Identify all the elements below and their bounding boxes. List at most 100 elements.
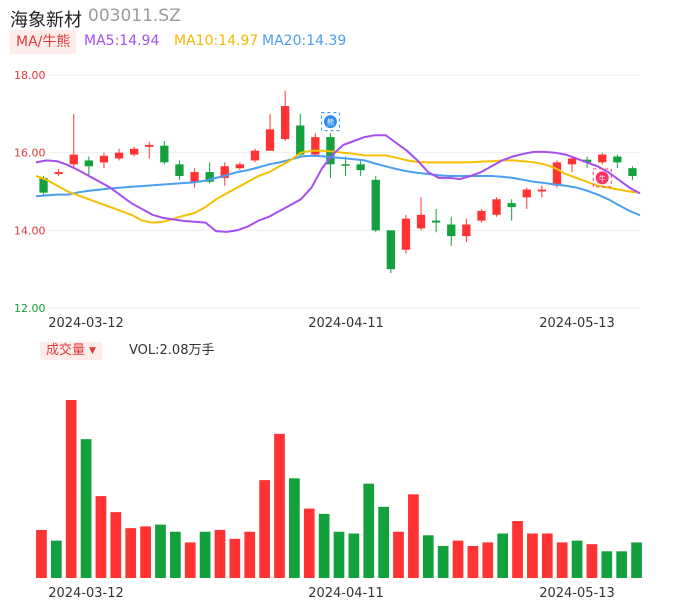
candle[interactable] (416, 214, 426, 229)
volume-bar[interactable] (303, 508, 315, 578)
candle[interactable] (84, 160, 94, 167)
candle[interactable] (205, 172, 214, 182)
volume-bar[interactable] (408, 494, 419, 578)
volume-bar[interactable] (289, 478, 300, 578)
volume-bar[interactable] (274, 433, 285, 578)
volume-bar[interactable] (140, 526, 151, 578)
candle[interactable] (190, 172, 199, 182)
ma-selector-tab[interactable]: MA/牛熊 (10, 30, 77, 54)
volume-bar[interactable] (125, 528, 137, 578)
volume-bar[interactable] (616, 551, 628, 578)
volume-bar[interactable] (393, 531, 404, 578)
candle[interactable] (356, 164, 365, 171)
volume-bar[interactable] (199, 531, 211, 578)
volume-bar[interactable] (541, 533, 553, 579)
volume-bar[interactable] (65, 400, 77, 578)
candle[interactable] (401, 218, 411, 250)
volume-bar[interactable] (527, 533, 538, 579)
volume-bar[interactable] (155, 524, 166, 578)
volume-bar[interactable] (184, 542, 196, 578)
volume-bar[interactable] (556, 542, 568, 578)
candle[interactable] (537, 189, 547, 192)
volume-bar[interactable] (482, 542, 494, 578)
candle[interactable] (431, 220, 441, 223)
volume-bar[interactable] (437, 545, 449, 578)
candle[interactable] (582, 159, 592, 163)
bear-marker-frame (320, 112, 340, 132)
volume-bar[interactable] (333, 531, 345, 578)
stock-name: 海象新材 (10, 10, 82, 31)
ma20-legend: MA20:14.39 (262, 33, 347, 49)
candle[interactable] (311, 137, 320, 155)
volume-bar[interactable] (586, 544, 598, 578)
candle[interactable] (175, 164, 184, 176)
volume-bar[interactable] (259, 480, 270, 578)
bull-marker-dot[interactable] (595, 171, 609, 185)
bear-marker-dot[interactable] (323, 115, 337, 129)
stock-code: 003011.SZ (88, 6, 181, 26)
candle[interactable] (522, 189, 531, 198)
candle[interactable] (99, 155, 109, 163)
volume-bar[interactable] (50, 540, 62, 578)
price-tick-label: 16.00 (14, 147, 46, 160)
ma5-line (35, 134, 641, 233)
candle[interactable] (447, 224, 456, 237)
candle[interactable] (145, 144, 154, 147)
volume-bar[interactable] (467, 545, 479, 578)
ma20-line (35, 154, 641, 217)
candle[interactable] (265, 129, 275, 151)
candle[interactable] (220, 166, 229, 178)
volume-tab-label: 成交量 (46, 343, 86, 358)
candle[interactable] (462, 224, 471, 237)
candle[interactable] (69, 154, 78, 165)
candle[interactable] (477, 210, 486, 221)
candle[interactable] (613, 156, 622, 163)
bull-marker-frame (592, 168, 612, 188)
bear-marker-label: 熊 (327, 118, 334, 127)
volume-bar[interactable] (363, 483, 375, 578)
volume-bar[interactable] (497, 533, 509, 579)
candle[interactable] (552, 162, 562, 186)
volume-bar[interactable] (571, 540, 583, 578)
volume-bar[interactable] (318, 513, 330, 578)
volume-bar[interactable] (631, 542, 642, 578)
volume-bar[interactable] (229, 538, 241, 578)
volume-bar[interactable] (601, 551, 613, 578)
volume-bar[interactable] (36, 529, 47, 578)
ma10-legend: MA10:14.97 (174, 33, 259, 49)
candle[interactable] (114, 152, 124, 159)
candle[interactable] (296, 125, 305, 155)
volume-selector-tab[interactable]: 成交量 ▼ (40, 342, 102, 360)
volume-bar[interactable] (348, 533, 360, 579)
candle[interactable] (386, 230, 396, 270)
volume-bar[interactable] (80, 439, 92, 578)
candle[interactable] (492, 199, 501, 215)
candle[interactable] (371, 179, 380, 231)
candle[interactable] (129, 148, 139, 155)
candle[interactable] (280, 106, 290, 140)
volume-bar[interactable] (95, 496, 107, 578)
candle[interactable] (160, 145, 169, 163)
volume-bar[interactable] (422, 535, 434, 578)
candle[interactable] (341, 164, 350, 166)
volume-bar[interactable] (378, 506, 389, 578)
candle[interactable] (250, 150, 260, 161)
volume-bar[interactable] (512, 521, 523, 578)
volume-bar[interactable] (244, 531, 256, 578)
candle[interactable] (235, 164, 245, 169)
price-date-label: 2024-05-13 (539, 316, 615, 331)
candle[interactable] (628, 168, 637, 176)
volume-bar[interactable] (452, 540, 464, 578)
candle[interactable] (567, 158, 577, 165)
volume-bar[interactable] (169, 531, 181, 578)
candle[interactable] (39, 177, 48, 193)
candle[interactable] (507, 203, 516, 208)
price-date-label: 2024-04-11 (308, 316, 384, 331)
candle[interactable] (598, 154, 607, 163)
price-tick-label: 14.00 (14, 224, 46, 237)
volume-date-label: 2024-05-13 (539, 586, 615, 601)
volume-bar[interactable] (214, 529, 226, 578)
candle[interactable] (54, 172, 63, 175)
volume-bar[interactable] (110, 512, 122, 578)
